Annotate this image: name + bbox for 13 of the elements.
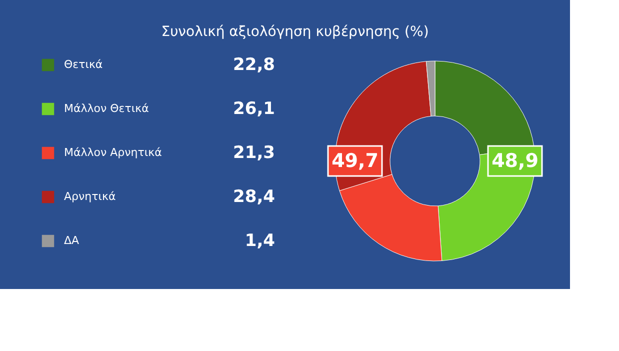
text: 49,7: [332, 150, 378, 172]
data-label: 22,8: [233, 55, 275, 75]
data-label: 26,1: [233, 99, 275, 119]
legend-label: Θετικά: [64, 58, 103, 71]
legend-label: Μάλλον Θετικά: [64, 102, 149, 115]
data-label: 1,4: [244, 231, 276, 251]
data-label: 21,3: [233, 143, 275, 163]
chart-title: Συνολική αξιολόγηση κυβέρνησης (%): [161, 24, 429, 40]
legend-label: Αρνητικά: [64, 190, 116, 203]
data-label: 28,4: [233, 187, 276, 207]
text: 48,9: [492, 150, 538, 172]
legend-label: Μάλλον Αρνητικά: [64, 146, 162, 159]
legend-label: ΔΑ: [64, 234, 80, 247]
